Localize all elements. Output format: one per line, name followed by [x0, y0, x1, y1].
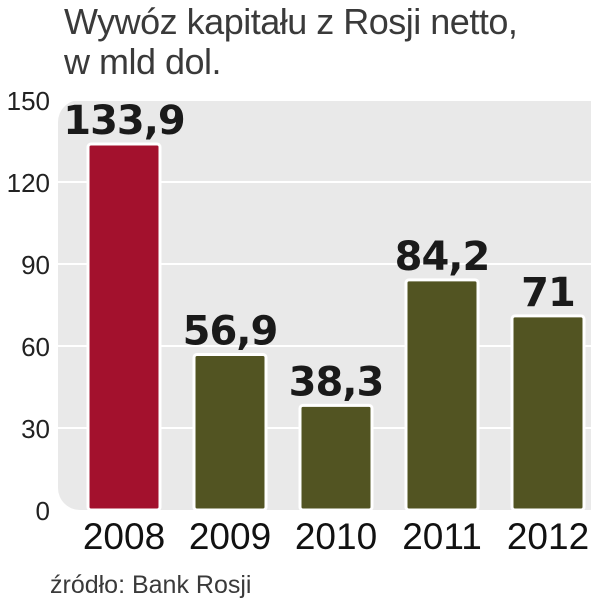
- bar-value-label: 133,9: [63, 98, 185, 144]
- chart-title: Wywóz kapitału z Rosji netto, w mld dol.: [64, 2, 584, 82]
- bar: [86, 142, 162, 512]
- bar-value-label: 71: [521, 270, 575, 316]
- y-tick-label: 60: [21, 332, 50, 362]
- bar-value-label: 84,2: [395, 234, 490, 280]
- chart-title-line-2: w mld dol.: [64, 41, 222, 82]
- y-tick-label: 0: [36, 496, 50, 526]
- y-tick-label: 90: [21, 250, 50, 280]
- bar: [404, 278, 480, 512]
- y-tick-label: 120: [7, 168, 50, 198]
- bar: [510, 314, 586, 512]
- source-note: źródło: Bank Rosji: [50, 571, 252, 599]
- x-tick-label: 2008: [83, 516, 165, 557]
- x-tick-label: 2011: [402, 516, 482, 557]
- bar: [192, 352, 268, 512]
- x-tick-label: 2010: [295, 516, 377, 557]
- y-tick-label: 150: [7, 86, 50, 116]
- x-tick-label: 2012: [507, 516, 589, 557]
- x-tick-label: 2009: [189, 516, 271, 557]
- chart-title-line-1: Wywóz kapitału z Rosji netto,: [64, 1, 518, 42]
- bar: [298, 403, 374, 512]
- bar-value-label: 56,9: [183, 308, 278, 354]
- bar-value-label: 38,3: [289, 359, 384, 405]
- y-tick-label: 30: [21, 414, 50, 444]
